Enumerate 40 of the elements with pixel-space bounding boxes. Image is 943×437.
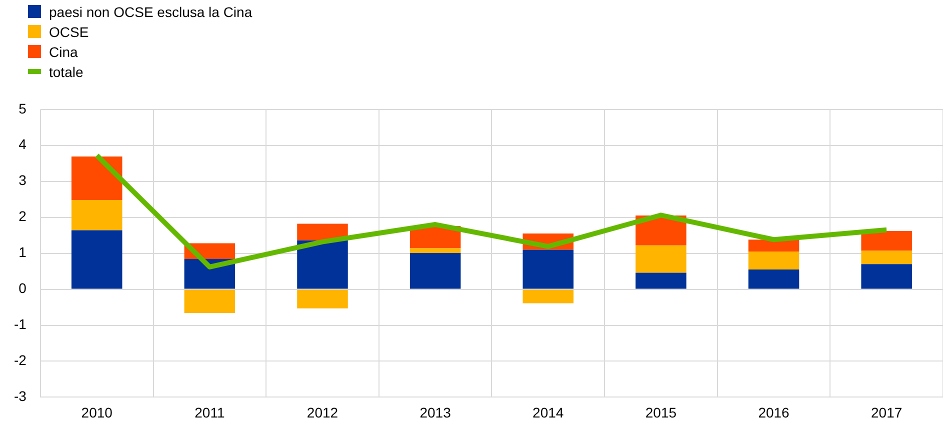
y-tick-label: 5 (18, 100, 27, 116)
bar (522, 250, 574, 289)
bar (71, 230, 122, 289)
x-tick-label: 2012 (306, 404, 338, 420)
legend-label: paesi non OCSE esclusa la Cina (49, 4, 252, 20)
bar (297, 224, 348, 240)
legend-label: totale (49, 64, 84, 80)
x-tick-label: 2016 (758, 404, 790, 420)
y-tick-label: 2 (18, 208, 27, 224)
bar (861, 264, 912, 289)
bar (636, 245, 686, 273)
bar (71, 200, 122, 230)
bar (297, 290, 348, 308)
x-tick-label: 2015 (645, 404, 677, 420)
bar (71, 156, 122, 200)
bar (748, 269, 800, 289)
bar (410, 248, 461, 253)
y-tick-label: -3 (14, 388, 27, 404)
x-tick-label: 2014 (532, 404, 564, 420)
legend-label: Cina (49, 44, 78, 60)
bar (748, 252, 800, 270)
bar (297, 240, 348, 289)
x-tick-label: 2013 (420, 404, 452, 420)
bar (636, 272, 686, 289)
y-tick-label: 0 (18, 280, 27, 296)
bar (184, 290, 236, 314)
bar (522, 290, 574, 304)
bar (861, 250, 912, 264)
x-tick-label: 2017 (871, 404, 902, 420)
bar (748, 240, 800, 252)
x-tick-label: 2010 (81, 404, 113, 420)
y-tick-label: -2 (14, 352, 27, 368)
y-tick-label: 3 (18, 172, 27, 188)
x-tick-label: 2011 (194, 404, 225, 420)
y-tick-label: 4 (18, 136, 27, 152)
y-tick-label: -1 (14, 316, 27, 332)
bar (410, 252, 461, 289)
bar (861, 230, 912, 251)
y-tick-label: 1 (18, 244, 27, 260)
legend-label: OCSE (49, 24, 89, 40)
